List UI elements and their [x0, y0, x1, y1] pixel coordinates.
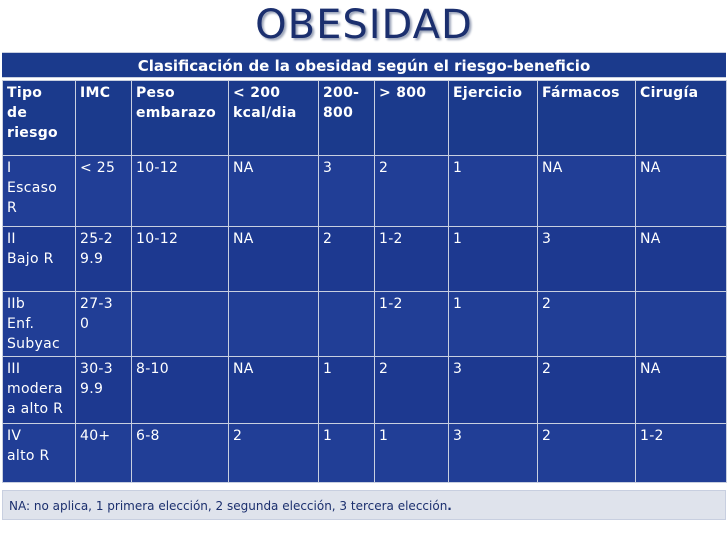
header-cell: Peso embarazo	[131, 80, 229, 156]
table-cell: 3	[318, 155, 375, 227]
header-cell: Tipo de riesgo	[2, 80, 76, 156]
table-cell: NA	[635, 226, 727, 292]
table-row: IV alto R 40+ 6-8 2 1 1 3 2 1-2	[2, 423, 727, 483]
header-cell: 200- 800	[318, 80, 375, 156]
table-cell: 3	[448, 423, 538, 483]
table-cell: 1	[448, 155, 538, 227]
table-cell: 6-8	[131, 423, 229, 483]
table-cell: I Escaso R	[2, 155, 76, 227]
table-cell: NA	[635, 356, 727, 424]
table-cell: 10-12	[131, 226, 229, 292]
table-cell: 10-12	[131, 155, 229, 227]
header-cell: Fármacos	[537, 80, 636, 156]
table-cell: NA	[228, 226, 319, 292]
page-title: OBESIDAD	[255, 2, 473, 48]
footnote-period: .	[447, 499, 452, 513]
table-cell: 2	[374, 356, 449, 424]
table-header-row: Tipo de riesgo IMC Peso embarazo < 200 k…	[2, 80, 727, 156]
table-cell: 1-2	[374, 226, 449, 292]
table-caption: Clasificación de la obesidad según el ri…	[2, 52, 726, 78]
table-row: I Escaso R < 25 10-12 NA 3 2 1 NA NA	[2, 155, 727, 227]
table-cell: IIb Enf. Subyac	[2, 291, 76, 357]
table-cell: 2	[374, 155, 449, 227]
header-cell: Cirugía	[635, 80, 727, 156]
table-cell: NA	[228, 356, 319, 424]
table-cell: 3	[537, 226, 636, 292]
table-cell: NA	[635, 155, 727, 227]
table-cell: 25-2 9.9	[75, 226, 132, 292]
table-cell: 2	[537, 356, 636, 424]
table-cell: 2	[537, 291, 636, 357]
table-cell: NA	[228, 155, 319, 227]
table-cell: II Bajo R	[2, 226, 76, 292]
table-row: II Bajo R 25-2 9.9 10-12 NA 2 1-2 1 3 NA	[2, 226, 727, 292]
table-cell: IV alto R	[2, 423, 76, 483]
footnote-text: NA: no aplica, 1 primera elección, 2 seg…	[9, 499, 448, 513]
table-cell	[635, 291, 727, 357]
table-row: IIb Enf. Subyac 27-3 0 1-2 1 2	[2, 291, 727, 357]
table-cell: 1-2	[635, 423, 727, 483]
legend-footnote: NA: no aplica, 1 primera elección, 2 seg…	[2, 490, 726, 520]
table-cell	[228, 291, 319, 357]
table-cell: 2	[537, 423, 636, 483]
table-cell: NA	[537, 155, 636, 227]
obesity-risk-table: Tipo de riesgo IMC Peso embarazo < 200 k…	[2, 80, 727, 483]
header-cell: IMC	[75, 80, 132, 156]
table-cell: 1	[318, 356, 375, 424]
header-cell: > 800	[374, 80, 449, 156]
table-cell: 1	[448, 291, 538, 357]
table-cell: 2	[318, 226, 375, 292]
table-cell: 1	[448, 226, 538, 292]
table-cell: 30-3 9.9	[75, 356, 132, 424]
table-cell: 1-2	[374, 291, 449, 357]
table-cell	[318, 291, 375, 357]
table-cell: 3	[448, 356, 538, 424]
table-cell: 2	[228, 423, 319, 483]
table-cell: < 25	[75, 155, 132, 227]
table-cell: 40+	[75, 423, 132, 483]
table-cell: III modera a alto R	[2, 356, 76, 424]
table-row: III modera a alto R 30-3 9.9 8-10 NA 1 2…	[2, 356, 727, 424]
table-cell: 8-10	[131, 356, 229, 424]
header-cell: < 200 kcal/dia	[228, 80, 319, 156]
table-cell: 27-3 0	[75, 291, 132, 357]
header-cell: Ejercicio	[448, 80, 538, 156]
table-cell	[131, 291, 229, 357]
table-cell: 1	[374, 423, 449, 483]
slide-bottom-band	[0, 520, 728, 546]
table-cell: 1	[318, 423, 375, 483]
